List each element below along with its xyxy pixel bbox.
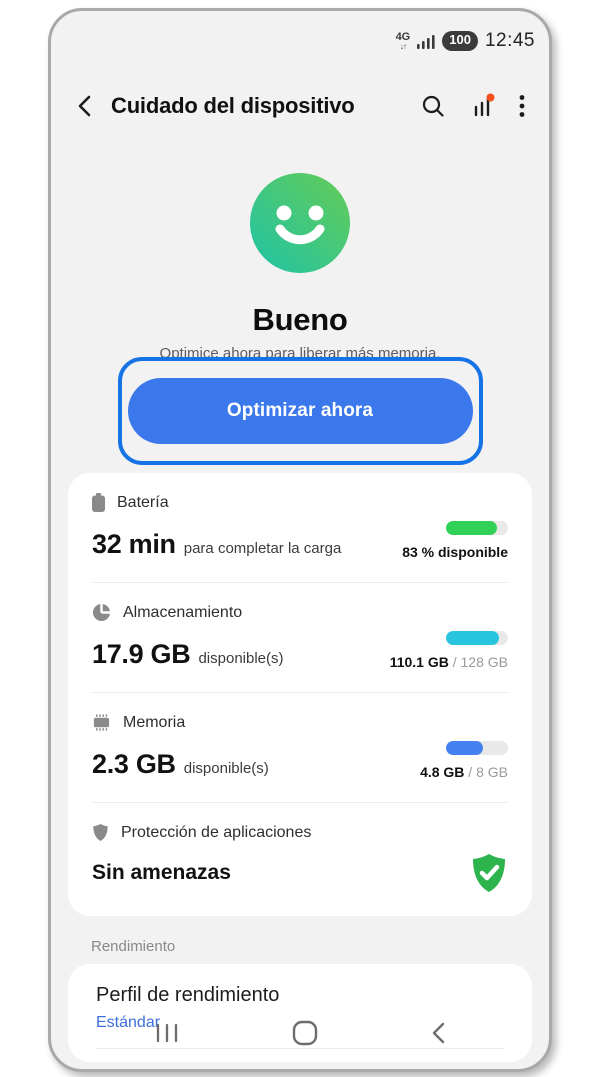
storage-progress-bar: [446, 631, 500, 645]
device-status-card: Batería 32 min para completar la carga 8…: [68, 473, 532, 916]
status-bar: 4G ↓↑ 100 12:45: [51, 11, 549, 55]
battery-section[interactable]: Batería 32 min para completar la carga 8…: [68, 473, 532, 582]
phone-frame: 4G ↓↑ 100 12:45 Cuidado del dispositivo: [48, 8, 552, 1072]
storage-value: 17.9 GB: [92, 639, 191, 669]
divider: [92, 582, 508, 583]
divider: [92, 692, 508, 693]
storage-note: disponible(s): [198, 650, 284, 667]
memory-value: 2.3 GB: [92, 749, 176, 779]
battery-meter: 83 % disponible: [402, 521, 508, 560]
performance-profile-item[interactable]: Perfil de rendimiento Estándar: [68, 964, 532, 1062]
memory-note: disponible(s): [183, 760, 269, 777]
performance-profile-title: Perfil de rendimiento: [96, 984, 280, 1006]
annotation-highlight-box: Optimizar ahora: [117, 357, 483, 465]
storage-caption: 110.1 GB / 128 GB: [389, 654, 508, 670]
home-icon[interactable]: [292, 1020, 318, 1046]
app-header: Cuidado del dispositivo: [51, 87, 549, 125]
performance-profile-value: Estándar: [96, 1014, 161, 1031]
battery-progress-bar: [446, 521, 498, 535]
stats-badge-dot: [486, 93, 495, 102]
navigation-bar: [51, 1005, 549, 1069]
device-status-hero: Bueno Optimice ahora para liberar más me…: [51, 125, 549, 362]
shield-icon: [93, 824, 108, 841]
page-title: Cuidado del dispositivo: [111, 93, 355, 118]
signal-strength-icon: [417, 34, 435, 49]
battery-icon: [92, 493, 105, 512]
storage-pie-icon: [92, 603, 111, 622]
memory-progress-bar: [446, 741, 484, 755]
status-time: 12:45: [484, 30, 535, 51]
storage-section[interactable]: Almacenamiento 17.9 GB disponible(s) 110…: [68, 583, 532, 692]
search-icon[interactable]: [421, 94, 445, 118]
battery-caption: 83 % disponible: [402, 544, 508, 560]
device-status-label: Bueno: [252, 302, 348, 337]
memory-caption: 4.8 GB / 8 GB: [420, 764, 508, 780]
performance-section-label: Rendimiento: [91, 938, 176, 955]
protection-label: Protección de aplicaciones: [121, 823, 312, 841]
divider: [92, 802, 508, 803]
network-4g-icon: 4G ↓↑: [395, 30, 411, 51]
memory-chip-icon: [93, 714, 110, 731]
storage-label: Almacenamiento: [123, 603, 243, 621]
storage-meter: 110.1 GB / 128 GB: [390, 631, 508, 670]
memory-section[interactable]: Memoria 2.3 GB disponible(s) 4.8 GB / 8 …: [68, 693, 532, 802]
battery-label: Batería: [117, 493, 169, 511]
protection-status: Sin amenazas: [92, 861, 231, 884]
more-options-icon[interactable]: [519, 94, 525, 118]
optimize-now-button[interactable]: Optimizar ahora: [127, 378, 473, 444]
stats-icon[interactable]: [469, 93, 495, 119]
back-icon[interactable]: [75, 94, 95, 118]
battery-value: 32 min: [92, 529, 176, 559]
nav-back-icon[interactable]: [431, 1022, 445, 1044]
app-protection-section[interactable]: Protección de aplicaciones Sin amenazas: [68, 803, 532, 916]
shield-check-icon: [473, 854, 505, 892]
device-status-smiley-icon: [250, 173, 350, 273]
memory-meter: 4.8 GB / 8 GB: [420, 741, 508, 780]
recents-icon[interactable]: [155, 1023, 179, 1043]
divider: [96, 1048, 504, 1049]
battery-note: para completar la carga: [183, 540, 342, 557]
memory-label: Memoria: [123, 713, 186, 731]
battery-indicator: 100: [442, 31, 478, 51]
